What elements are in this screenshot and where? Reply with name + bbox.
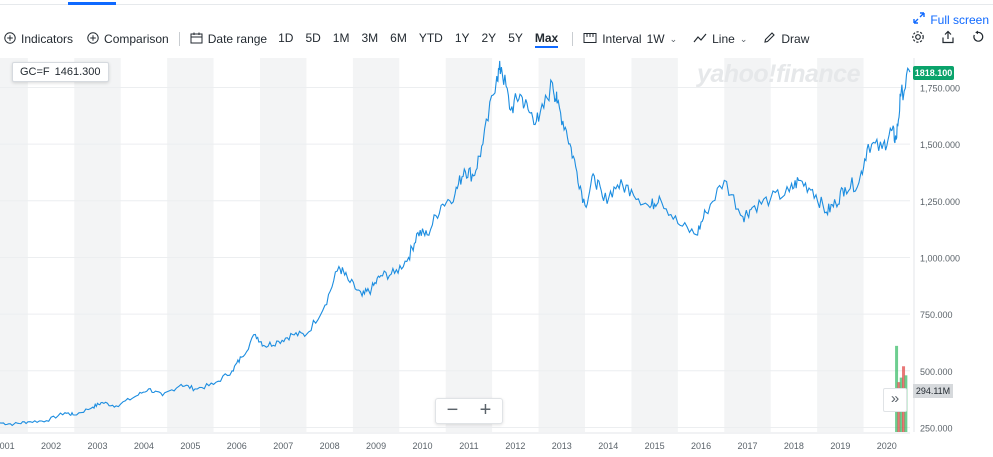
x-tick-label: 2017 — [737, 441, 757, 451]
chart-toolbar: Indicators Comparison Date range 1D 5D 1… — [0, 28, 993, 50]
range-ytd[interactable]: YTD — [418, 30, 443, 45]
x-tick-label: 2009 — [366, 441, 386, 451]
range-5y[interactable]: 5Y — [508, 30, 523, 45]
volume-badge: 294.11M — [913, 384, 953, 398]
comparison-button[interactable]: Comparison — [87, 31, 169, 47]
x-tick-label: 2006 — [227, 441, 247, 451]
price-gridlines — [0, 86, 910, 428]
toolbar-divider — [572, 32, 574, 46]
plus-circle-icon — [87, 31, 99, 47]
plus-circle-icon — [4, 31, 16, 47]
x-tick-label: 2014 — [598, 441, 618, 451]
price-line — [0, 60, 911, 427]
settings-gear-icon[interactable] — [911, 30, 925, 47]
line-chart-icon — [693, 32, 707, 47]
indicators-button[interactable]: Indicators — [4, 31, 74, 47]
indicators-label: Indicators — [21, 32, 74, 46]
range-3m[interactable]: 3M — [361, 30, 379, 45]
date-range-label: Date range — [207, 32, 268, 46]
symbol-name: GC=F — [20, 66, 50, 78]
x-tick-label: 2001 — [0, 441, 15, 451]
year-band — [260, 58, 307, 432]
year-bands — [0, 58, 864, 432]
year-band — [167, 58, 214, 432]
x-tick-label: 2013 — [552, 441, 572, 451]
x-tick-label: 2010 — [412, 441, 432, 451]
yahoo-finance-watermark: yahoo!finance — [697, 60, 860, 88]
expand-icon — [913, 12, 926, 27]
x-tick-label: 2003 — [87, 441, 107, 451]
range-selector: 1D 5D 1M 3M 6M YTD 1Y 2Y 5Y Max — [278, 31, 570, 48]
x-tick-label: 2011 — [459, 441, 478, 451]
range-1y[interactable]: 1Y — [454, 30, 470, 45]
zoom-in-button[interactable]: + — [479, 399, 492, 421]
pencil-icon — [763, 31, 776, 47]
interval-dropdown[interactable]: Interval 1W ⌄ — [583, 32, 677, 47]
range-1m[interactable]: 1M — [332, 30, 350, 45]
top-rule — [0, 4, 993, 5]
draw-label: Draw — [781, 32, 810, 46]
y-tick-label: 1,250.000 — [920, 197, 960, 207]
chart-type-label: Line — [712, 32, 735, 46]
y-tick-label: 500.000 — [920, 367, 953, 377]
time-axis: 2001 2002 2003 2004 2005 2006 2007 2008 2009 2010… — [0, 432, 910, 451]
x-tick-label: 2008 — [320, 441, 340, 451]
year-band — [724, 58, 771, 432]
x-tick-label: 2020 — [877, 441, 897, 451]
x-tick-label: 2004 — [134, 441, 154, 451]
year-band — [0, 58, 28, 432]
year-band — [445, 58, 493, 432]
x-tick-label: 2012 — [505, 441, 525, 451]
reset-icon[interactable] — [971, 30, 985, 47]
chevron-down-icon: ⌄ — [739, 33, 748, 44]
zoom-out-button[interactable]: − — [446, 399, 459, 421]
last-price-badge: 1818.100 — [913, 66, 954, 80]
calendar-icon — [190, 32, 203, 47]
comparison-label: Comparison — [104, 32, 169, 46]
fullscreen-button[interactable]: Full screen — [913, 12, 989, 27]
year-band — [352, 58, 400, 432]
range-5d[interactable]: 5D — [305, 30, 321, 45]
chevron-down-icon: ⌄ — [669, 33, 678, 44]
chart-type-dropdown[interactable]: Line ⌄ — [693, 32, 747, 47]
interval-value: 1W — [646, 32, 665, 46]
x-tick-label: 2007 — [273, 441, 293, 451]
y-tick-label: 1,000.000 — [920, 253, 960, 263]
draw-button[interactable]: Draw — [763, 31, 809, 47]
year-band — [74, 58, 121, 432]
price-axis: 250.000 500.000 750.000 1,000.000 1,250.000 1… — [913, 58, 960, 433]
x-tick-label: 2016 — [691, 441, 711, 451]
year-band — [538, 58, 585, 432]
toolbar-divider — [178, 32, 180, 46]
candle-icon — [583, 32, 597, 47]
y-tick-label: 1,750.000 — [920, 83, 960, 93]
symbol-value: 1461.300 — [54, 66, 101, 78]
range-6m[interactable]: 6M — [390, 30, 407, 45]
active-tab-indicator — [68, 2, 116, 5]
x-tick-label: 2002 — [41, 441, 61, 451]
y-tick-label: 750.000 — [920, 310, 953, 320]
x-tick-label: 2019 — [830, 441, 850, 451]
range-1d[interactable]: 1D — [278, 30, 294, 45]
year-band — [817, 58, 864, 432]
y-tick-label: 250.000 — [920, 423, 953, 433]
zoom-control: − + — [435, 398, 503, 424]
toolbar-actions — [911, 30, 985, 47]
range-2y[interactable]: 2Y — [481, 30, 497, 45]
x-tick-label: 2018 — [784, 441, 804, 451]
range-max[interactable]: Max — [534, 31, 559, 48]
share-icon[interactable] — [941, 30, 955, 47]
symbol-legend[interactable]: GC=F 1461.300 — [12, 62, 109, 82]
x-tick-label: 2015 — [645, 441, 665, 451]
interval-label: Interval — [602, 32, 642, 46]
fullscreen-label: Full screen — [930, 12, 989, 27]
year-band — [631, 58, 678, 432]
y-tick-label: 1,500.000 — [920, 140, 960, 150]
date-range-button[interactable]: Date range — [190, 32, 267, 47]
scroll-to-latest-button[interactable]: » — [883, 388, 907, 412]
x-tick-label: 2005 — [180, 441, 200, 451]
